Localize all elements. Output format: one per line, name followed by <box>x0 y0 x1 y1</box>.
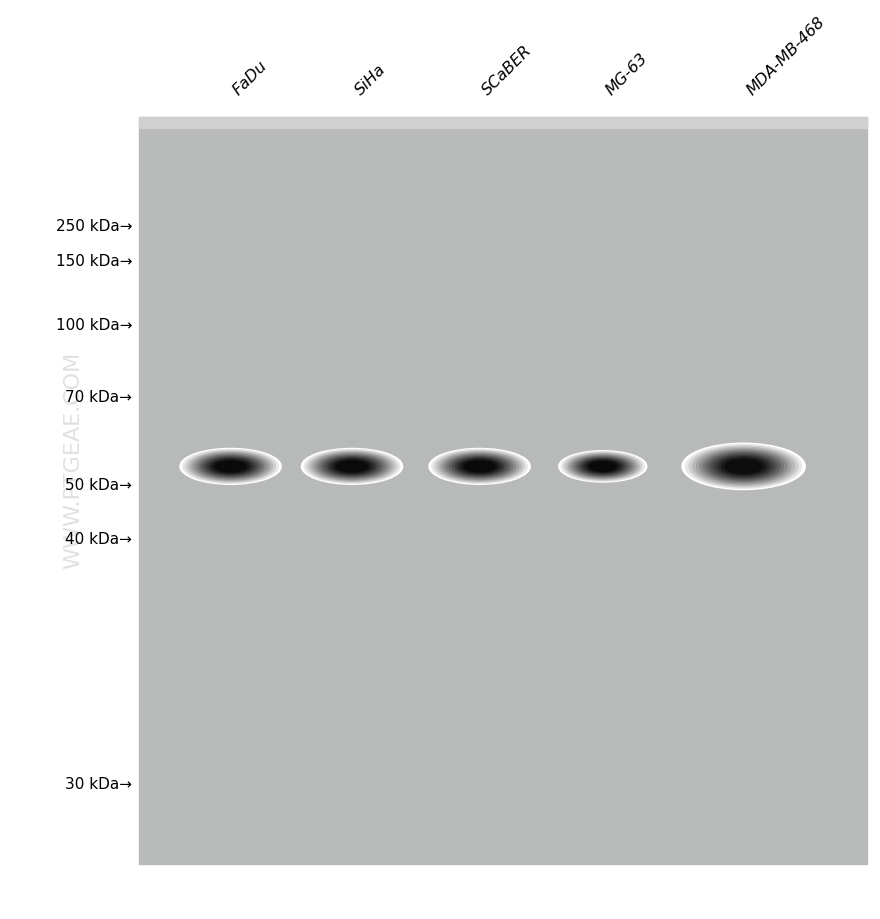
Text: 100 kDa→: 100 kDa→ <box>55 318 132 333</box>
Ellipse shape <box>180 449 282 485</box>
Ellipse shape <box>319 455 385 479</box>
Ellipse shape <box>718 458 769 477</box>
Text: SiHa: SiHa <box>352 62 388 98</box>
Ellipse shape <box>559 451 647 482</box>
Ellipse shape <box>194 454 267 480</box>
Text: MG-63: MG-63 <box>603 51 650 98</box>
Ellipse shape <box>456 459 503 475</box>
Ellipse shape <box>216 461 246 472</box>
Text: 150 kDa→: 150 kDa→ <box>55 255 132 269</box>
Ellipse shape <box>189 452 272 482</box>
Ellipse shape <box>574 457 632 477</box>
Text: 50 kDa→: 50 kDa→ <box>65 477 132 493</box>
Ellipse shape <box>183 450 278 483</box>
Ellipse shape <box>201 456 260 478</box>
Ellipse shape <box>458 460 501 474</box>
Ellipse shape <box>452 458 507 476</box>
Ellipse shape <box>708 453 780 481</box>
Ellipse shape <box>569 455 636 479</box>
Ellipse shape <box>325 458 379 476</box>
Ellipse shape <box>465 461 495 472</box>
Ellipse shape <box>590 462 616 471</box>
Ellipse shape <box>572 456 634 478</box>
Text: SCaBER: SCaBER <box>480 43 535 98</box>
Ellipse shape <box>438 452 521 482</box>
Ellipse shape <box>711 455 776 479</box>
Ellipse shape <box>715 456 773 478</box>
Ellipse shape <box>704 452 783 482</box>
Ellipse shape <box>209 460 252 474</box>
Ellipse shape <box>316 454 388 480</box>
Ellipse shape <box>331 460 373 474</box>
Ellipse shape <box>700 450 788 483</box>
Ellipse shape <box>441 453 518 481</box>
Text: WWW.PTGEAE.COM: WWW.PTGEAE.COM <box>63 351 83 568</box>
Text: 70 kDa→: 70 kDa→ <box>65 390 132 405</box>
Ellipse shape <box>429 449 530 485</box>
Text: FaDu: FaDu <box>231 58 270 98</box>
Ellipse shape <box>432 450 527 483</box>
Ellipse shape <box>212 460 249 473</box>
Bar <box>139 118 867 864</box>
Ellipse shape <box>304 450 400 483</box>
Ellipse shape <box>693 448 795 486</box>
Ellipse shape <box>203 458 258 476</box>
Ellipse shape <box>564 453 642 481</box>
Ellipse shape <box>311 452 393 482</box>
Text: MDA-MB-468: MDA-MB-468 <box>744 15 827 98</box>
Ellipse shape <box>334 460 370 473</box>
Ellipse shape <box>328 459 376 475</box>
Ellipse shape <box>322 456 382 478</box>
Text: 250 kDa→: 250 kDa→ <box>55 219 132 233</box>
Ellipse shape <box>582 460 624 474</box>
Ellipse shape <box>186 451 275 482</box>
Ellipse shape <box>447 455 512 479</box>
Ellipse shape <box>435 451 524 482</box>
Ellipse shape <box>301 449 403 485</box>
Ellipse shape <box>696 449 791 484</box>
Ellipse shape <box>579 459 627 475</box>
Ellipse shape <box>198 455 263 479</box>
Ellipse shape <box>561 452 644 482</box>
Ellipse shape <box>444 454 516 480</box>
Bar <box>139 118 867 129</box>
Ellipse shape <box>689 447 798 487</box>
Text: 30 kDa→: 30 kDa→ <box>65 776 132 790</box>
Ellipse shape <box>725 460 762 474</box>
Ellipse shape <box>722 459 766 475</box>
Ellipse shape <box>682 444 805 490</box>
Ellipse shape <box>192 453 269 481</box>
Ellipse shape <box>587 461 619 472</box>
Ellipse shape <box>207 459 254 475</box>
Ellipse shape <box>576 458 629 476</box>
Ellipse shape <box>450 456 510 478</box>
Ellipse shape <box>313 453 391 481</box>
Ellipse shape <box>461 460 498 473</box>
Ellipse shape <box>337 461 367 472</box>
Text: 40 kDa→: 40 kDa→ <box>65 532 132 547</box>
Ellipse shape <box>567 454 639 480</box>
Ellipse shape <box>686 445 802 489</box>
Ellipse shape <box>584 460 621 473</box>
Ellipse shape <box>307 451 397 482</box>
